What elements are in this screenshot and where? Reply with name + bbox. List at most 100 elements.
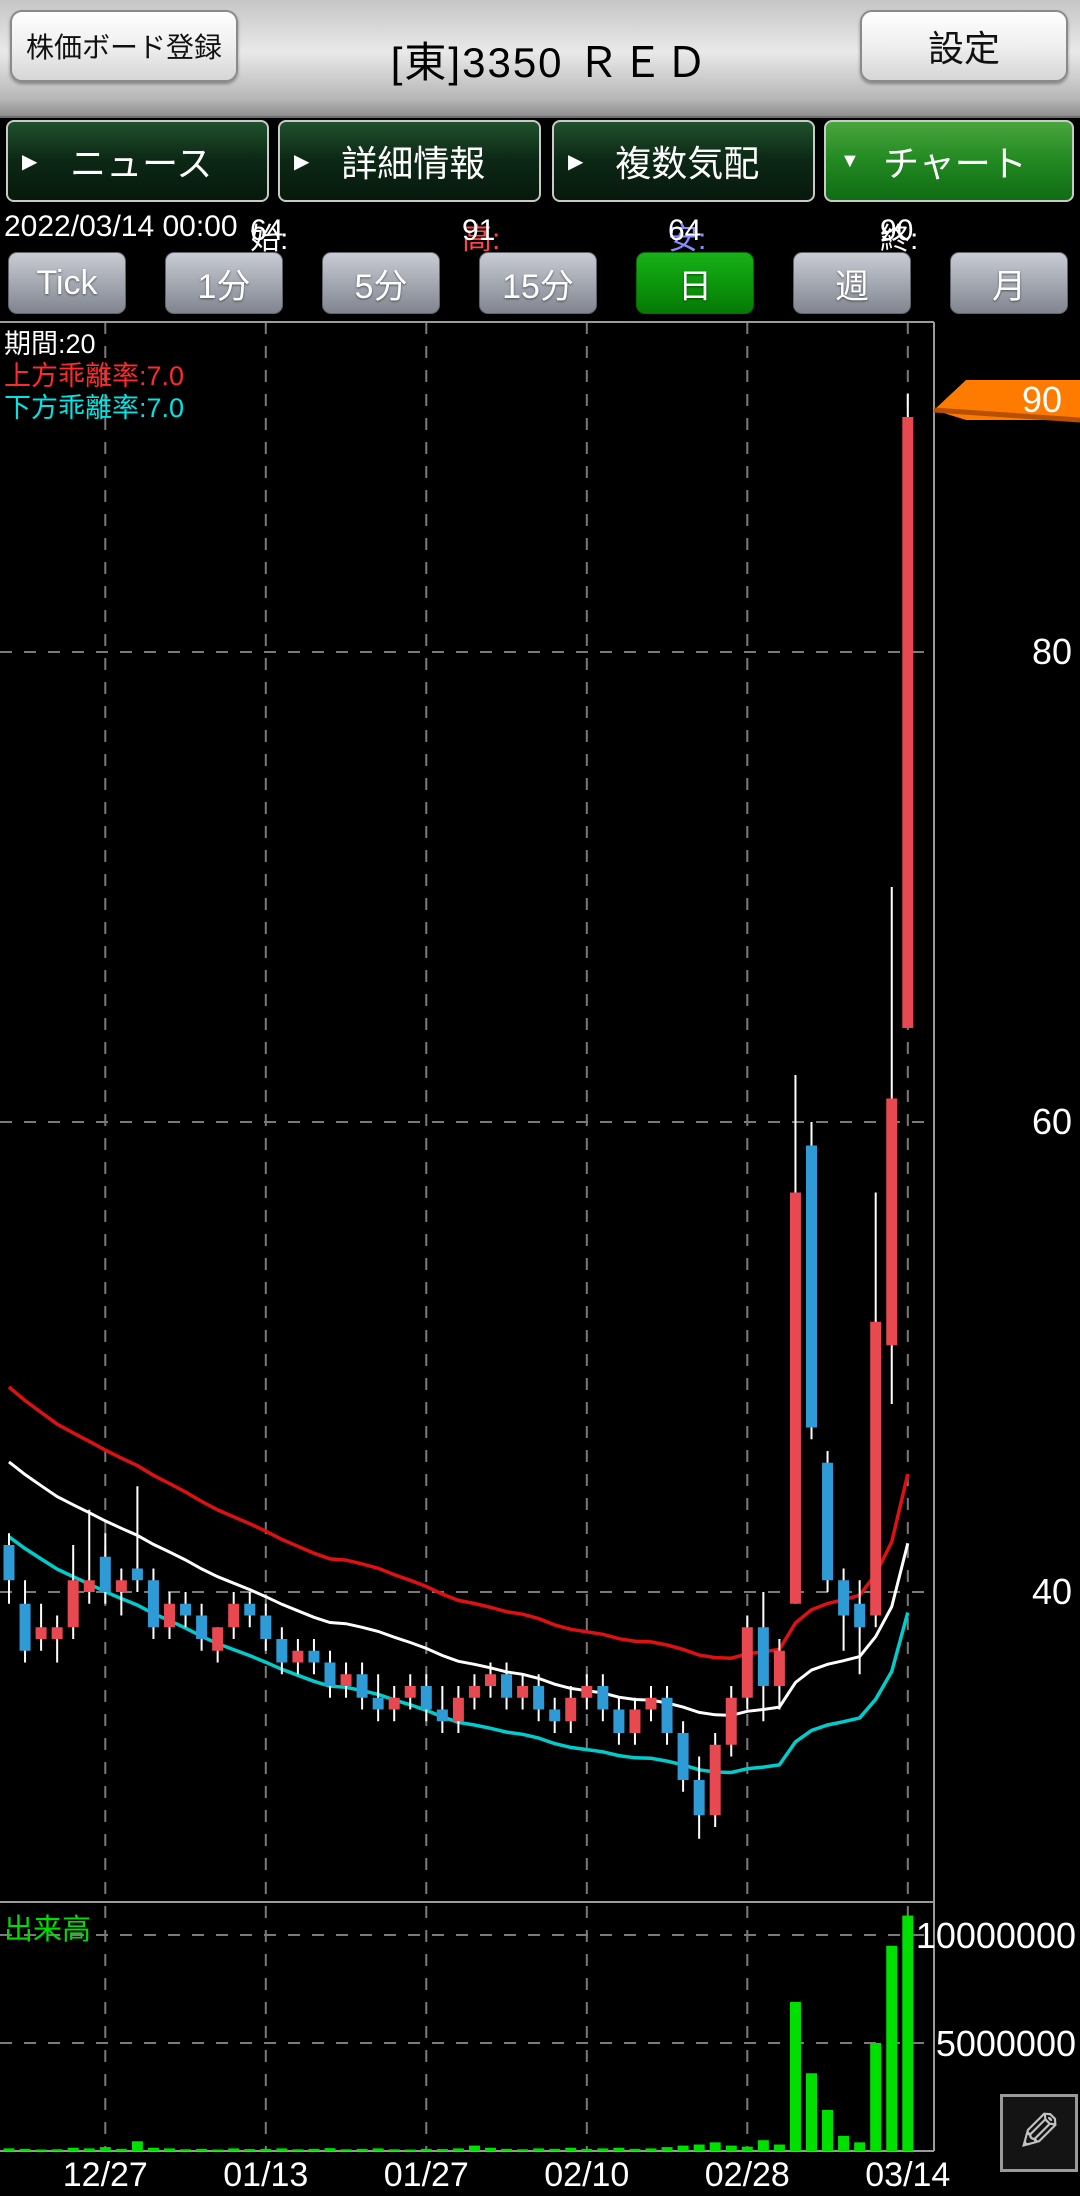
- volume-bar: [19, 2148, 31, 2151]
- candle-body: [51, 1627, 63, 1639]
- tab-chart[interactable]: ▼ チャート: [824, 120, 1074, 202]
- close-label: 終:: [880, 223, 919, 256]
- timeframe-daily-button[interactable]: 日: [636, 252, 754, 314]
- tab-detail-info[interactable]: ▶ 詳細情報: [278, 120, 541, 202]
- indicator-lower-band-label: 下方乖離率:7.0: [4, 393, 185, 423]
- chart-canvas[interactable]: 80 60 40 90 10000000 5000000 12/27 01/13 01/27 02…: [0, 316, 1080, 2196]
- candle-body: [340, 1674, 352, 1686]
- volume-bar: [645, 2148, 657, 2151]
- stock-board-register-button[interactable]: 株価ボード登録: [10, 10, 238, 82]
- price-tick-label: 80: [1032, 631, 1072, 672]
- volume-bar: [854, 2142, 866, 2151]
- candle-body: [420, 1686, 432, 1710]
- candle-body: [757, 1627, 769, 1686]
- timeframe-monthly-button[interactable]: 月: [950, 252, 1068, 314]
- candle-body: [356, 1674, 368, 1698]
- indicator-upper-band-label: 上方乖離率:7.0: [4, 361, 185, 391]
- candle-body: [260, 1615, 272, 1639]
- chevron-down-icon: ▼: [840, 149, 860, 172]
- close-value: 90: [880, 214, 914, 247]
- candle-body: [854, 1603, 866, 1628]
- volume-bar: [533, 2148, 545, 2151]
- candle-body: [468, 1686, 480, 1698]
- candle-body: [372, 1697, 384, 1710]
- volume-bar: [372, 2148, 384, 2151]
- volume-bar: [131, 2141, 143, 2151]
- candle-body: [308, 1650, 320, 1663]
- volume-bar: [597, 2148, 609, 2151]
- volume-bar: [420, 2148, 432, 2151]
- header-bar: 株価ボード登録 [東]3350 ＲＥＤ 設定: [0, 0, 1080, 118]
- candle-body: [822, 1462, 834, 1581]
- settings-button[interactable]: 設定: [860, 10, 1068, 82]
- chevron-right-icon: ▶: [22, 150, 38, 173]
- volume-bar: [67, 2147, 79, 2151]
- candle-body: [629, 1709, 641, 1733]
- candle-body: [180, 1603, 192, 1616]
- volume-bar: [292, 2149, 304, 2151]
- volume-bar: [661, 2147, 673, 2151]
- candle-body: [549, 1709, 561, 1722]
- tab-news[interactable]: ▶ ニュース: [6, 120, 269, 202]
- candle-body: [533, 1686, 545, 1710]
- candle-body: [693, 1780, 705, 1816]
- candle-body: [131, 1568, 143, 1581]
- candle-body: [613, 1709, 625, 1733]
- volume-bar: [35, 2149, 47, 2151]
- candle-body: [581, 1686, 593, 1698]
- volume-panel-title: 出来高: [4, 1914, 92, 1946]
- candle-body: [147, 1580, 159, 1628]
- candle-body: [388, 1697, 400, 1710]
- candle-body: [725, 1697, 737, 1745]
- candle-body: [212, 1627, 224, 1651]
- candle-body: [244, 1603, 256, 1616]
- volume-bar: [115, 2148, 127, 2151]
- volume-bar: [838, 2135, 850, 2151]
- timeframe-weekly-button[interactable]: 週: [793, 252, 911, 314]
- candle-body: [645, 1697, 657, 1710]
- candle-body: [870, 1321, 882, 1616]
- volume-bar: [452, 2148, 464, 2151]
- high-label: 高:: [462, 223, 501, 256]
- candle-body: [838, 1580, 850, 1616]
- volume-bar: [757, 2140, 769, 2151]
- chart-draw-button[interactable]: ✎: [1000, 2094, 1078, 2172]
- volume-bar: [693, 2144, 705, 2151]
- indicator-period-label: 期間:20: [4, 329, 96, 359]
- timeframe-15min-button[interactable]: 15分: [479, 252, 597, 314]
- volume-bar: [324, 2148, 336, 2151]
- open-label: 始:: [250, 223, 289, 256]
- timeframe-tick-button[interactable]: Tick: [8, 252, 126, 314]
- volume-bar: [485, 2147, 496, 2151]
- candle-body: [164, 1603, 175, 1628]
- volume-bar: [613, 2147, 625, 2151]
- timeframe-1min-button[interactable]: 1分: [165, 252, 283, 314]
- volume-bar: [196, 2148, 208, 2151]
- tab-label: 詳細情報: [341, 143, 486, 184]
- open-value: 64: [250, 214, 284, 247]
- timeframe-5min-button[interactable]: 5分: [322, 252, 440, 314]
- chevron-right-icon: ▶: [568, 150, 584, 173]
- candle-body: [597, 1686, 609, 1710]
- candlesticks[interactable]: [3, 393, 914, 1839]
- volume-bar: [276, 2148, 288, 2151]
- low-label: 安:: [668, 223, 707, 256]
- price-tick-label: 40: [1032, 1571, 1072, 1612]
- volume-bar: [388, 2149, 400, 2151]
- candle-body: [741, 1627, 753, 1698]
- volume-bar: [180, 2149, 192, 2151]
- volume-bar: [99, 2147, 111, 2151]
- volume-bar: [677, 2145, 689, 2151]
- candle-body: [789, 1192, 801, 1604]
- volume-bar: [725, 2145, 737, 2151]
- volume-bars[interactable]: [3, 1915, 914, 2151]
- volume-bar: [260, 2148, 272, 2151]
- tab-label: ニュース: [70, 143, 213, 184]
- tab-label: 複数気配: [615, 143, 760, 184]
- candle-body: [404, 1686, 416, 1698]
- tab-multi-quote[interactable]: ▶ 複数気配: [552, 120, 815, 202]
- candle-body: [485, 1674, 496, 1686]
- timeframe-button-row: Tick 1分 5分 15分 日 週 月: [0, 250, 1080, 316]
- volume-bar: [773, 2144, 785, 2151]
- volume-bar: [147, 2147, 159, 2151]
